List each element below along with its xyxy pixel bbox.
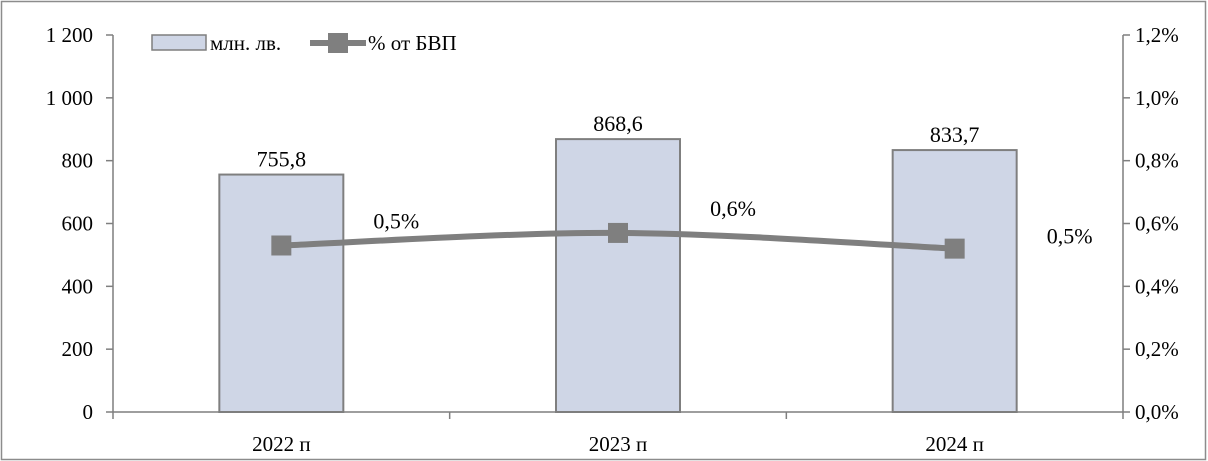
y-right-tick-label: 0,6%: [1135, 212, 1179, 236]
legend-bar-label: млн. лв.: [210, 31, 281, 55]
bar: [891, 149, 1018, 413]
axes-layer: 0 200 400 600 800 1 000 1 200 0,0% 0,2% 0,4% 0,6% 0…: [46, 23, 1179, 456]
x-tick-label: 2024 п: [925, 432, 984, 456]
y-left-tick-label: 800: [62, 149, 94, 173]
line-value-label: 0,5%: [1047, 224, 1093, 249]
line-point-marker: [271, 235, 292, 256]
line-point-marker: [944, 238, 965, 259]
legend: млн. лв. % от БВП: [151, 31, 457, 55]
y-right-tick-label: 0,4%: [1135, 274, 1179, 298]
bar-value-label: 868,6: [593, 111, 643, 136]
y-left-tick-label: 200: [62, 337, 94, 361]
line-value-label: 0,6%: [710, 196, 756, 221]
bar: [555, 138, 681, 413]
x-tick-label: 2022 п: [252, 432, 311, 456]
y-left-tick-label: 1 000: [46, 86, 93, 110]
bar-value-label: 755,8: [257, 147, 307, 172]
y-right-tick-label: 1,2%: [1135, 23, 1179, 47]
legend-bar-swatch: [151, 34, 207, 51]
legend-line-marker: [328, 33, 348, 53]
y-right-tick-label: 0,0%: [1135, 400, 1179, 424]
y-left-tick-label: 1 200: [46, 23, 93, 47]
y-right-tick-label: 0,2%: [1135, 337, 1179, 361]
y-right-tick-label: 1,0%: [1135, 86, 1179, 110]
y-left-tick-label: 0: [83, 400, 94, 424]
line-point-marker: [608, 222, 628, 243]
bars-layer: [218, 138, 1018, 413]
y-left-tick-label: 600: [62, 212, 94, 236]
legend-line-label: % от БВП: [368, 31, 457, 55]
y-left-tick-label: 400: [62, 274, 94, 298]
line-value-label: 0,5%: [373, 208, 419, 233]
line-layer: [271, 222, 965, 259]
bar-value-label: 833,7: [930, 122, 980, 147]
labels-layer: 755,8 868,6 833,7 0,5% 0,6% 0,5%: [257, 111, 1093, 249]
bar: [218, 173, 345, 413]
x-tick-label: 2023 п: [589, 432, 648, 456]
y-right-tick-label: 0,8%: [1135, 149, 1179, 173]
